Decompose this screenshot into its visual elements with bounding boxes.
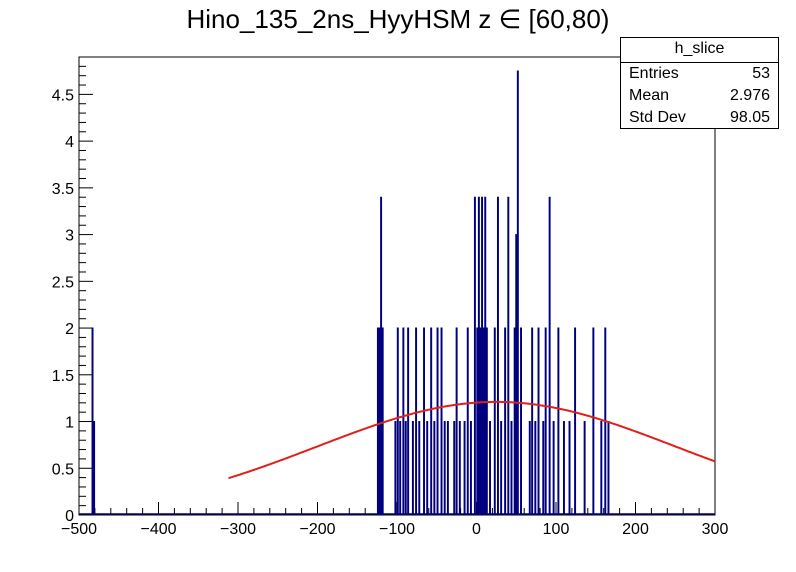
histogram-bin (473, 196, 476, 515)
histogram-bin (537, 327, 540, 515)
x-tick-label: −100 (379, 521, 415, 538)
x-tick-label: −400 (140, 521, 176, 538)
histogram-bin (484, 196, 487, 515)
stats-label: Mean (629, 87, 670, 104)
histogram-bin (515, 234, 518, 515)
x-tick-label: −300 (220, 521, 256, 538)
histogram-bin (544, 327, 547, 515)
histogram-bin (394, 421, 397, 515)
histogram-bin (485, 327, 488, 515)
stats-row-mean: Mean 2.976 (621, 85, 778, 107)
histogram-bin (463, 421, 466, 515)
y-tick-label: 1 (65, 415, 74, 432)
x-tick-label: −200 (299, 521, 335, 538)
histogram-bin (466, 327, 469, 515)
x-tick-label: 100 (543, 521, 570, 538)
histogram-bin (568, 421, 571, 515)
histogram-bin (426, 421, 429, 515)
histogram-bin (500, 421, 503, 515)
stats-row-stddev: Std Dev 98.05 (621, 107, 778, 129)
y-tick-label: 4.5 (52, 87, 74, 104)
histogram-bin (418, 421, 421, 515)
stats-label: Std Dev (629, 109, 686, 126)
histogram-bin (607, 421, 610, 515)
stats-box: h_slice Entries 53 Mean 2.976 Std Dev 98… (620, 37, 779, 129)
histogram-bin (402, 327, 405, 515)
histogram-bin (476, 327, 479, 515)
histogram-bin (534, 421, 537, 515)
histogram-bin (443, 421, 446, 515)
histogram-bin (592, 327, 595, 515)
histogram-bin (430, 327, 433, 515)
histogram-bin (513, 327, 516, 515)
stats-value: 53 (752, 65, 770, 82)
histogram-bin (562, 421, 565, 515)
y-tick-label: 0 (65, 508, 74, 525)
histogram-bin (481, 196, 484, 515)
chart-title: Hino_135_2ns_HyyHSM z ∈ [60,80) (186, 4, 610, 34)
fit-curve-group (228, 400, 716, 480)
histogram-bin (423, 327, 426, 515)
stats-value: 2.976 (729, 87, 770, 104)
histogram (79, 70, 715, 515)
histogram-bin (446, 421, 449, 515)
histogram-bin (415, 327, 418, 515)
histogram-bin (378, 327, 381, 515)
y-tick-label: 2.5 (52, 274, 74, 291)
histogram-bin (455, 327, 458, 515)
stats-value: 98.05 (729, 109, 770, 126)
x-tick-label: −500 (61, 521, 97, 538)
histogram-bin (453, 421, 456, 515)
histogram-bin (489, 421, 491, 515)
histogram-bin (404, 421, 407, 515)
histogram-bin (520, 327, 522, 515)
histogram-bin (528, 421, 531, 515)
histogram-bin (376, 327, 379, 515)
stats-label: Entries (629, 65, 679, 82)
histogram-bin (516, 70, 519, 515)
histogram-bin (493, 327, 496, 515)
histogram-bin (531, 327, 534, 515)
histogram-bin (91, 327, 94, 515)
histogram-bin (396, 327, 399, 515)
histogram-bin (504, 327, 507, 515)
histogram-bin (557, 327, 560, 515)
histogram-bin (458, 421, 461, 515)
fit-curve (228, 400, 716, 480)
y-tick-label: 3 (65, 228, 74, 245)
histogram-bin (399, 421, 402, 515)
y-tick-label: 2 (65, 321, 74, 338)
y-tick-label: 4 (65, 134, 74, 151)
histogram-bin (380, 196, 383, 515)
histogram-bin (477, 196, 480, 515)
x-tick-label: 300 (702, 521, 729, 538)
histogram-bin (600, 421, 603, 515)
x-tick-label: 200 (622, 521, 649, 538)
histogram-bin (548, 196, 551, 515)
histogram-bin (411, 421, 414, 515)
histogram-bin (542, 421, 545, 515)
histogram-bin (482, 327, 485, 515)
histogram-bin (469, 421, 472, 515)
x-tick-label: 0 (472, 521, 481, 538)
histogram-bin (436, 327, 439, 515)
stats-box-name: h_slice (621, 38, 778, 63)
histogram-bin (552, 421, 555, 515)
histogram-bin (510, 421, 513, 515)
histogram-bin (440, 327, 443, 515)
histogram-bin (93, 421, 96, 515)
histogram-bin (479, 327, 482, 515)
histogram-bin (583, 421, 586, 515)
axes: 0 0.5 1 1.5 2 2.5 3 3.5 4 4.5 −500 −400 −300 −200 −100… (52, 56, 729, 538)
histogram-bin (433, 421, 436, 515)
histogram-bin (496, 196, 499, 515)
histogram-bin (507, 196, 510, 515)
y-tick-label: 0.5 (52, 461, 74, 478)
stats-row-entries: Entries 53 (621, 63, 778, 85)
y-tick-label: 1.5 (52, 368, 74, 385)
y-tick-label: 3.5 (52, 181, 74, 198)
histogram-bin (407, 327, 410, 515)
histogram-bin (574, 327, 577, 515)
